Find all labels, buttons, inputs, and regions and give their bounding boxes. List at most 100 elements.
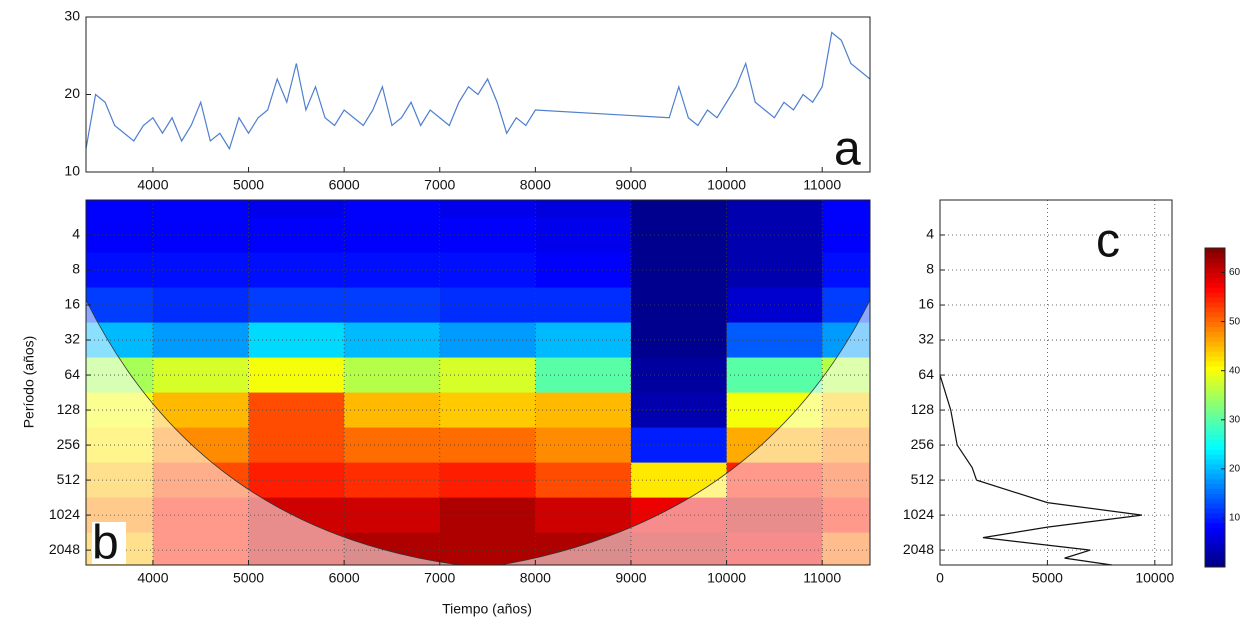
colorbar-step (1205, 365, 1225, 372)
heat-cell (630, 322, 728, 359)
x-tick-label: 6000 (329, 570, 360, 586)
heat-cell (344, 462, 441, 499)
colorbar-step (1205, 429, 1225, 435)
heat-cell (152, 357, 250, 394)
colorbar-step (1205, 375, 1225, 382)
y-tick-label: 4 (926, 226, 934, 242)
heat-cell (344, 287, 441, 324)
colorbar-tick-label: 10 (1229, 513, 1241, 524)
panel-label: b (92, 517, 119, 570)
panel-label: a (834, 123, 861, 176)
colorbar-step (1205, 301, 1225, 308)
y-tick-label: 4 (72, 226, 80, 242)
y-tick-label: 256 (911, 436, 935, 452)
colorbar-tick-label: 50 (1229, 316, 1241, 327)
label-bg (92, 522, 126, 564)
colorbar-step (1205, 508, 1225, 514)
colorbar-step (1205, 277, 1225, 283)
heat-cell (248, 200, 345, 219)
heat-cell (822, 200, 870, 219)
x-tick-label: 4000 (137, 177, 168, 193)
colorbar-tick-label: 40 (1229, 365, 1241, 376)
heat-cell (439, 287, 536, 324)
heat-cell (152, 252, 250, 289)
heat-cell (248, 287, 345, 324)
heat-cell (630, 427, 728, 464)
x-tick-label: 9000 (615, 177, 646, 193)
colorbar-step (1205, 532, 1225, 539)
colorbar-step (1205, 449, 1225, 455)
colorbar-step (1205, 287, 1225, 293)
x-tick-label: 5000 (233, 177, 264, 193)
heat-cell (344, 217, 441, 254)
heat-cell (439, 200, 536, 219)
plot-frame (85, 16, 871, 173)
colorbar-step (1205, 292, 1225, 298)
colorbar-step (1205, 395, 1225, 401)
heat-cell (344, 322, 441, 359)
heat-cell (439, 427, 536, 464)
colorbar-step (1205, 459, 1225, 465)
heat-cell (439, 392, 536, 429)
colorbar-step (1205, 517, 1225, 524)
heat-cell (152, 322, 250, 359)
y-tick-label: 8 (926, 261, 934, 277)
y-tick-label: 32 (64, 331, 80, 347)
colorbar-step (1205, 562, 1225, 568)
colorbar-step (1205, 419, 1225, 426)
colorbar-step (1205, 282, 1225, 288)
heat-cell (248, 357, 345, 394)
y-tick-label: 256 (57, 436, 81, 452)
heat-cell (630, 357, 728, 394)
colorbar-step (1205, 346, 1225, 352)
panel-label: c (1096, 215, 1120, 268)
colorbar-step (1205, 498, 1225, 504)
heat-cell (535, 357, 632, 394)
y-tick-label: 512 (911, 471, 935, 487)
heat-cell (248, 322, 345, 359)
colorbar-step (1205, 537, 1225, 543)
colorbar-step (1205, 316, 1225, 323)
colorbar-tick-label: 20 (1229, 463, 1241, 474)
colorbar-step (1205, 473, 1225, 480)
heat-cell (439, 532, 536, 565)
colorbar-step (1205, 400, 1225, 406)
y-tick-label: 1024 (49, 506, 80, 522)
heat-cell (535, 392, 632, 429)
colorbar-step (1205, 341, 1225, 347)
colorbar-step (1205, 454, 1225, 460)
heat-cell (535, 200, 632, 219)
x-tick-label: 8000 (520, 177, 551, 193)
heat-cell (248, 462, 345, 499)
heat-cell (344, 392, 441, 429)
colorbar-step (1205, 272, 1225, 278)
colorbar-step (1205, 262, 1225, 269)
colorbar-step (1205, 321, 1225, 328)
colorbar-step (1205, 557, 1225, 563)
y-tick-label: 10 (64, 163, 80, 179)
heat-cell (152, 287, 250, 324)
x-tick-label: 10000 (707, 570, 746, 586)
colorbar-step (1205, 297, 1225, 303)
x-tick-label: 10000 (707, 177, 746, 193)
colorbar-step (1205, 267, 1225, 274)
y-tick-label: 8 (72, 261, 80, 277)
heat-cell (630, 200, 728, 219)
cone-of-influence (86, 299, 870, 565)
colorbar-step (1205, 385, 1225, 391)
heat-cell (344, 427, 441, 464)
x-tick-label: 5000 (233, 570, 264, 586)
heat-cell (248, 392, 345, 429)
heat-cell (248, 427, 345, 464)
heat-cell (439, 357, 536, 394)
heat-cell (439, 252, 536, 289)
y-tick-label: 2048 (903, 541, 934, 557)
colorbar-step (1205, 478, 1225, 485)
y-tick-label: 32 (918, 331, 934, 347)
colorbar-step (1205, 248, 1225, 254)
y-tick-label: 2048 (49, 541, 80, 557)
colorbar-step (1205, 468, 1225, 475)
colorbar-step (1205, 503, 1225, 509)
colorbar-step (1205, 414, 1225, 421)
y-tick-label: 30 (64, 8, 80, 24)
